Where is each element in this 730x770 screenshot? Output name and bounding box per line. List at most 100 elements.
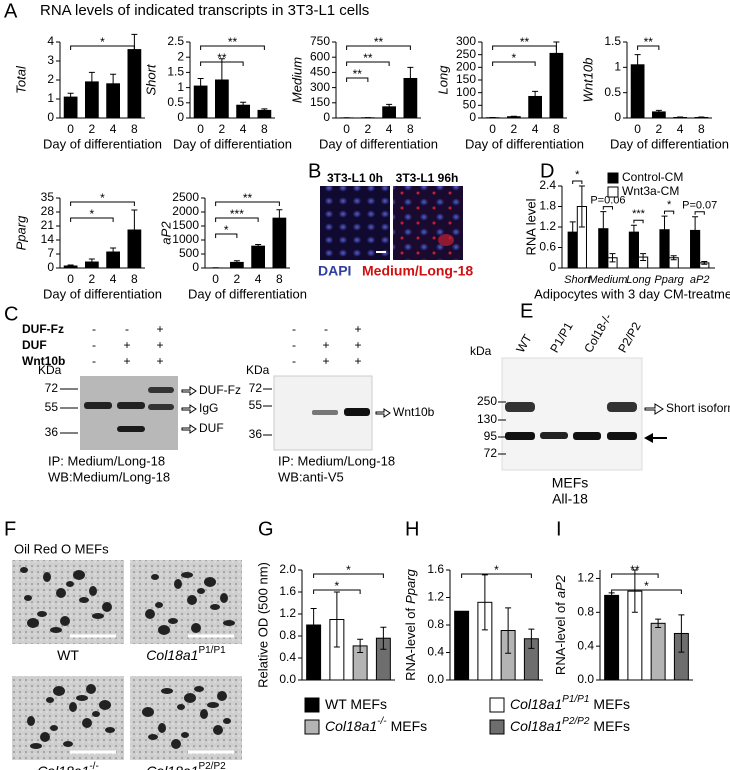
marker-label: 72: [249, 381, 263, 395]
significance-label: *: [335, 579, 340, 593]
error-bar: [528, 628, 535, 649]
error-bar: [386, 103, 393, 110]
error-bar: [67, 92, 74, 102]
y-tick-label: 0: [47, 110, 54, 124]
treatment-sign: +: [322, 338, 329, 352]
legend-label: Wnt3a-CM: [622, 184, 679, 198]
lipid-droplet: [194, 686, 204, 692]
error-bar: [197, 77, 204, 95]
lipid-droplet: [92, 613, 104, 619]
x-tick-label: 4: [386, 122, 393, 136]
lipid-droplet: [27, 618, 39, 628]
blot-band: [312, 410, 338, 415]
treatment-label: Wnt10b: [22, 354, 65, 368]
error-bar: [380, 626, 387, 650]
error-bar: [67, 264, 74, 268]
legend-label-part: Col18a1: [510, 696, 562, 712]
bar: [650, 622, 666, 681]
unit-label: kDa: [470, 344, 492, 358]
error-bar: [489, 116, 496, 119]
error-bar: [357, 638, 364, 653]
y-tick-label: 600: [310, 49, 330, 63]
lipid-droplet: [63, 741, 73, 747]
x-tick-label: 8: [131, 272, 138, 286]
y-tick-label: 35: [41, 190, 55, 204]
y-tick-label: 7: [47, 246, 54, 260]
panel-label: G: [258, 518, 274, 540]
marker-label: 36: [45, 425, 59, 439]
y-axis-label: RNA level: [523, 198, 538, 255]
error-bar: [218, 58, 225, 102]
significance-label: P=0.06: [590, 195, 625, 207]
y-axis-label: Long: [435, 65, 450, 95]
x-axis-label: Day of differentiation: [319, 136, 438, 151]
error-bar: [631, 569, 638, 613]
caption: WB:Medium/Long-18: [48, 469, 170, 484]
lipid-droplet: [151, 574, 159, 580]
lipid-droplet: [223, 718, 231, 724]
panel-label: B: [308, 160, 321, 182]
error-bar: [88, 71, 95, 92]
lipid-droplet: [148, 734, 158, 740]
x-tick-label: 8: [553, 122, 560, 136]
lipid-droplet: [89, 586, 97, 596]
x-tick-label: 0: [634, 122, 641, 136]
lipid-droplet: [174, 579, 182, 589]
error-bar: [310, 608, 317, 642]
blot-band: [607, 402, 637, 412]
legend-label: Col18a1-/- MEFs: [325, 716, 427, 734]
significance-bracket: [633, 219, 644, 224]
band-arrow: [181, 386, 197, 434]
y-tick-label: 0.0: [279, 672, 296, 686]
x-axis-label: Day of differentiation: [43, 136, 162, 151]
x-tick-label: 4: [677, 122, 684, 136]
x-axis-label: Day of differentiation: [610, 136, 729, 151]
treatment-sign: +: [123, 338, 130, 352]
blot-band: [148, 404, 174, 410]
significance-label: *: [512, 51, 517, 65]
y-tick-label: 4: [47, 34, 54, 48]
significance-label: *: [667, 199, 672, 211]
band-label: Wnt10b: [393, 405, 435, 419]
lipid-droplet: [210, 604, 220, 610]
figure-title: RNA levels of indicated transcripts in 3…: [40, 2, 369, 19]
y-tick-label: 14: [41, 232, 55, 246]
image-label-part: Col18a1: [146, 763, 198, 770]
error-bar: [233, 260, 240, 265]
significance-bracket: [611, 573, 659, 578]
y-axis-label: aP2: [158, 221, 173, 245]
lipid-droplet: [207, 702, 219, 708]
significance-label: *: [575, 169, 580, 181]
y-axis-label: Short: [143, 63, 158, 95]
significance-bracket: [611, 589, 682, 594]
significance-bracket: [200, 61, 244, 66]
caption: IP: Medium/Long-18: [48, 453, 165, 468]
lipid-droplet: [187, 595, 197, 605]
blot-band: [148, 387, 174, 393]
caption: MEFs: [552, 475, 589, 491]
marker-label: 250: [477, 394, 497, 408]
blot-band: [505, 402, 535, 412]
marker-label: 130: [477, 412, 497, 426]
significance-label: *: [224, 223, 229, 237]
y-tick-label: 300: [310, 80, 330, 94]
significance-label: **: [217, 51, 227, 65]
lipid-droplet: [73, 570, 85, 580]
significance-label: *: [100, 35, 105, 49]
error-bar: [670, 255, 677, 261]
y-tick-label: 100: [456, 85, 476, 99]
y-tick-label: 500: [179, 246, 199, 260]
lipid-droplet: [20, 567, 28, 573]
image-label: Col18a1P2/P2: [146, 761, 226, 770]
y-tick-label: 0.0: [427, 672, 444, 686]
y-tick-label: 0.4: [577, 638, 594, 652]
y-axis-label: Relative OD (500 nm): [255, 562, 270, 688]
significance-bracket: [215, 217, 259, 222]
y-axis-label: Total: [13, 65, 28, 94]
y-tick-label: 1.5: [167, 65, 184, 79]
stain-label: DAPI: [318, 263, 351, 279]
lipid-droplet: [191, 623, 201, 633]
significance-bracket: [346, 61, 390, 66]
significance-label: **: [630, 563, 640, 577]
